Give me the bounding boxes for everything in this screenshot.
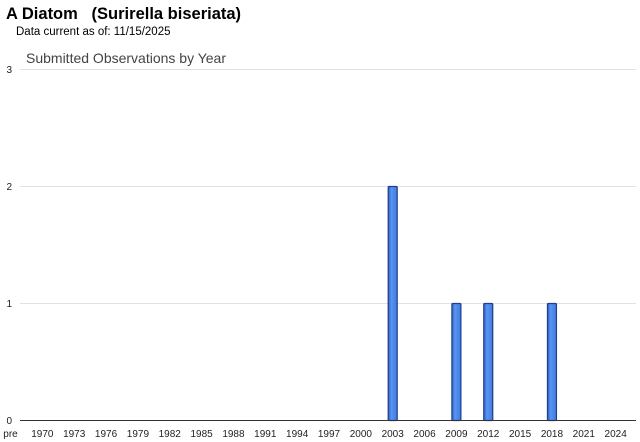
- x-tick-label: 1979: [127, 429, 150, 440]
- x-tick-label: 2009: [445, 429, 468, 440]
- x-tick-label: 2018: [541, 429, 564, 440]
- chart-title: Submitted Observations by Year: [26, 50, 226, 66]
- page-title: A Diatom (Surirella biseriata): [6, 5, 242, 23]
- x-tick-label: 1976: [95, 429, 118, 440]
- bar-2018: [546, 302, 558, 422]
- y-tick-label: 3: [6, 65, 12, 76]
- y-axis-ticks: 0 1 2 3: [6, 65, 12, 427]
- x-tick-label: 1994: [286, 429, 309, 440]
- x-tick-label: 2012: [477, 429, 500, 440]
- x-tick-label: 1973: [63, 429, 86, 440]
- bar-2009: [451, 302, 462, 422]
- x-tick-label: 2000: [350, 429, 373, 440]
- x-tick-label: 2021: [573, 429, 596, 440]
- x-tick-label: 2015: [509, 429, 532, 440]
- x-axis-ticks: pre 1970 1973 1976 1979 1982 1985 1988 1991 1994 1…: [3, 429, 627, 440]
- x-tick-label: 1988: [222, 429, 245, 440]
- x-tick-label: 1970: [31, 429, 54, 440]
- x-tick-label: 1997: [318, 429, 341, 440]
- bar-2012: [483, 302, 494, 422]
- x-tick-label: 2006: [413, 429, 436, 440]
- x-tick-label: 2024: [605, 429, 628, 440]
- y-tick-label: 0: [6, 416, 12, 427]
- y-tick-label: 1: [6, 299, 12, 310]
- x-tick-label: 2003: [382, 429, 405, 440]
- x-tick-label: pre: [3, 429, 18, 440]
- bars: [387, 185, 558, 422]
- y-tick-label: 2: [6, 182, 12, 193]
- bar-2003: [387, 185, 398, 422]
- data-current-date: Data current as of: 11/15/2025: [16, 26, 171, 38]
- x-tick-label: 1982: [159, 429, 182, 440]
- grid-lines: [20, 69, 636, 304]
- x-tick-label: 1991: [254, 429, 277, 440]
- x-tick-label: 1985: [190, 429, 213, 440]
